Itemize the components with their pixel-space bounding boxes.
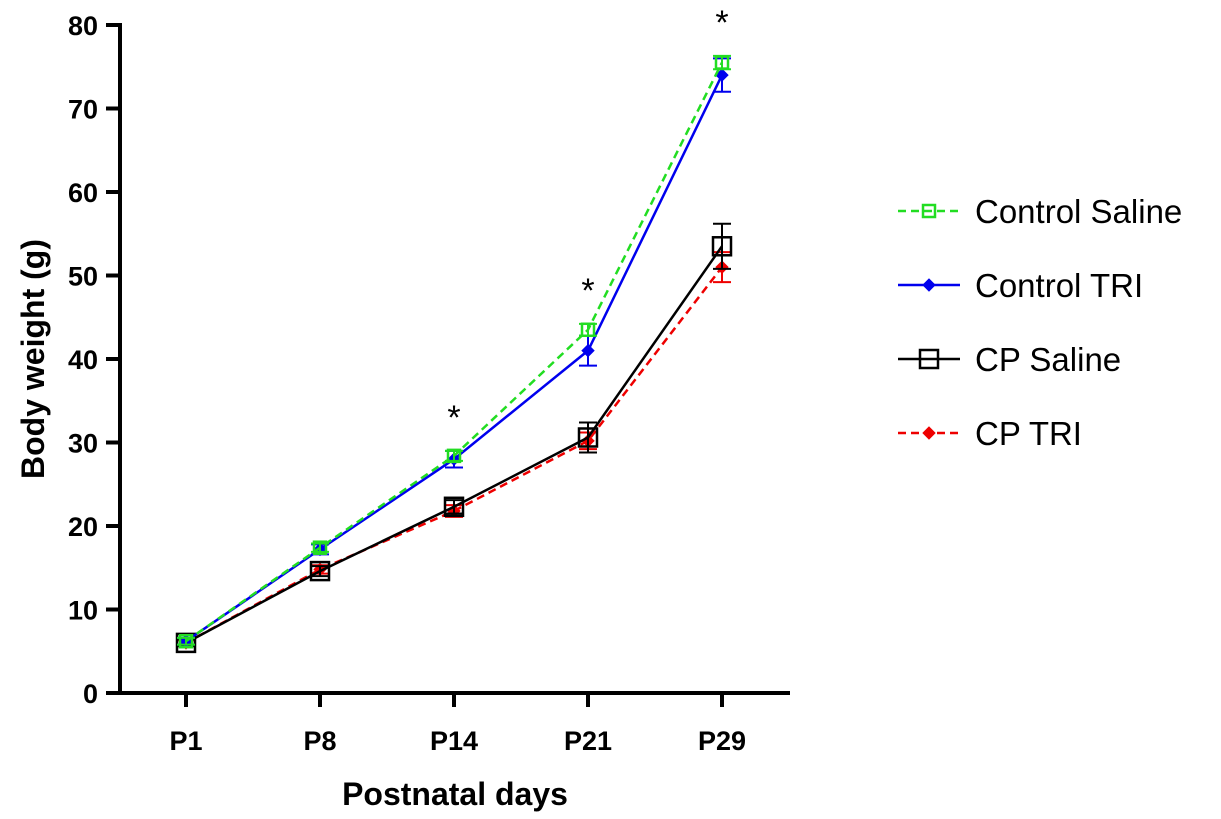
data-point-legend-control-saline xyxy=(921,203,937,219)
y-tick-label: 30 xyxy=(68,429,98,459)
series-cp-saline xyxy=(175,222,733,654)
legend-label: Control Saline xyxy=(975,193,1182,230)
x-tick-label: P1 xyxy=(169,726,202,756)
legend-label: CP TRI xyxy=(975,415,1082,452)
y-axis-title: Body weight (g) xyxy=(15,239,51,479)
series-line-control-saline xyxy=(185,62,724,643)
y-tick-label: 60 xyxy=(68,178,98,208)
significance-marker: * xyxy=(715,4,728,42)
data-point-control-saline xyxy=(714,55,730,70)
annotations: * * * xyxy=(447,4,728,437)
series-line-cp-saline xyxy=(185,245,724,645)
x-ticks: P1 P8 P14 P21 P29 xyxy=(169,693,746,756)
axes xyxy=(118,23,790,695)
data-point-control-saline xyxy=(312,540,328,555)
y-tick-label: 20 xyxy=(68,512,98,542)
data-point-cp-saline xyxy=(443,496,465,518)
y-ticks: 0 10 20 30 40 50 60 70 80 xyxy=(68,11,120,709)
series-control-saline xyxy=(177,54,731,649)
data-point-cp-saline xyxy=(175,632,197,654)
data-point-control-saline xyxy=(580,322,596,338)
series-line-control-tri xyxy=(185,74,724,643)
x-tick-label: P21 xyxy=(564,726,612,756)
significance-marker: * xyxy=(581,272,594,310)
data-point-control-saline xyxy=(446,448,462,464)
data-point-cp-saline xyxy=(309,560,331,582)
y-tick-label: 50 xyxy=(68,262,98,292)
data-point-legend-control-tri xyxy=(922,278,936,292)
data-point-legend-cp-saline xyxy=(918,348,940,370)
series-group xyxy=(175,54,733,654)
legend-item-cp-tri: CP TRI xyxy=(898,415,1082,452)
x-tick-label: P8 xyxy=(303,726,336,756)
data-point-legend-cp-tri xyxy=(922,426,936,440)
significance-marker: * xyxy=(447,399,460,437)
data-point-cp-saline xyxy=(711,236,733,257)
legend-label: Control TRI xyxy=(975,267,1143,304)
data-point-cp-saline xyxy=(577,427,599,448)
x-tick-label: P14 xyxy=(430,726,478,756)
legend-item-cp-saline: CP Saline xyxy=(898,341,1121,378)
y-tick-label: 80 xyxy=(68,11,98,41)
data-point-control-saline xyxy=(178,633,194,649)
x-tick-label: P29 xyxy=(698,726,746,756)
data-point-control-tri xyxy=(581,343,595,358)
y-tick-label: 40 xyxy=(68,345,98,375)
legend-item-control-tri: Control TRI xyxy=(898,267,1143,304)
y-tick-label: 70 xyxy=(68,95,98,125)
legend-item-control-saline: Control Saline xyxy=(898,193,1182,230)
x-axis-title: Postnatal days xyxy=(342,776,568,812)
legend: Control Saline Control TRI CP Saline CP TRI xyxy=(898,193,1182,452)
legend-label: CP Saline xyxy=(975,341,1121,378)
y-tick-label: 10 xyxy=(68,596,98,626)
y-tick-label: 0 xyxy=(83,679,98,709)
